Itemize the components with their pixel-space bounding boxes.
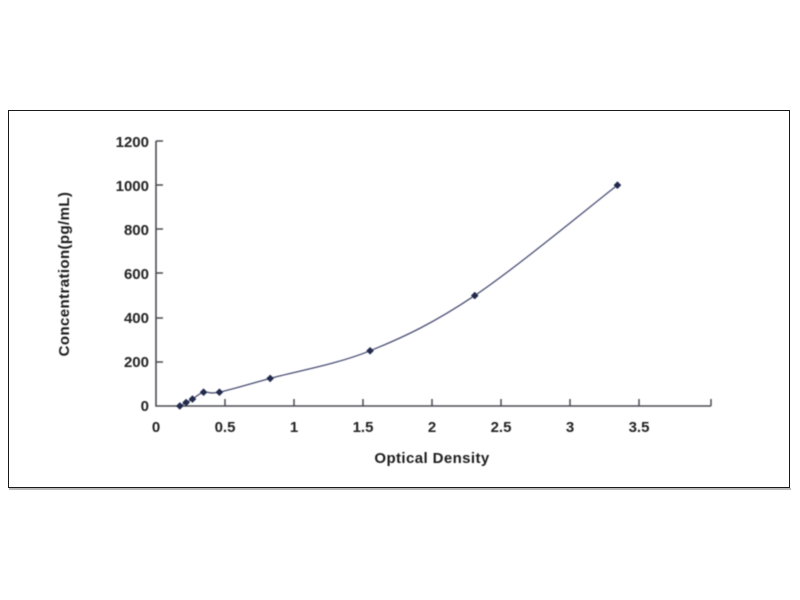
- data-point: [199, 388, 208, 397]
- y-axis-title: Concentration(pg/mL): [56, 192, 73, 357]
- data-point: [470, 291, 479, 300]
- y-tick-label: 200: [124, 354, 149, 371]
- x-tick-marks: [224, 399, 712, 406]
- y-tick-label: 1000: [116, 178, 149, 195]
- data-point: [182, 398, 190, 407]
- standard-curve-line: [179, 184, 618, 407]
- x-tick-labels: 0 0.5 1 1.5 2 2.5 3 3.5: [152, 419, 650, 436]
- data-point: [266, 374, 274, 383]
- x-tick-label: 1.5: [353, 419, 374, 436]
- data-point: [215, 388, 224, 397]
- y-tick-label: 600: [124, 266, 149, 283]
- axis-spines: [155, 141, 711, 407]
- standard-curve-plot: 1200 1000 800 600 400 200 0 0 0.5 1 1.5 …: [56, 134, 712, 467]
- y-tick-label: 0: [141, 398, 149, 415]
- y-tick-label: 800: [124, 222, 149, 239]
- x-tick-label: 1: [290, 419, 298, 436]
- data-point: [188, 395, 197, 403]
- y-tick-labels: 1200 1000 800 600 400 200 0: [116, 134, 149, 415]
- data-point: [613, 181, 622, 189]
- y-tick-marks: [156, 140, 163, 363]
- figure-frame: 1200 1000 800 600 400 200 0 0 0.5 1 1.5 …: [8, 110, 791, 490]
- x-tick-label: 3: [566, 419, 574, 436]
- x-tick-label: 0: [152, 419, 160, 436]
- x-axis-title: Optical Density: [374, 450, 489, 467]
- data-point: [366, 346, 374, 355]
- data-point-markers: [175, 181, 622, 410]
- x-tick-label: 2.5: [491, 419, 512, 436]
- y-tick-label: 1200: [116, 134, 149, 151]
- data-point: [175, 402, 184, 410]
- x-tick-label: 3.5: [629, 419, 650, 436]
- x-tick-label: 0.5: [215, 419, 236, 436]
- x-tick-label: 2: [428, 419, 436, 436]
- y-tick-label: 400: [124, 310, 149, 327]
